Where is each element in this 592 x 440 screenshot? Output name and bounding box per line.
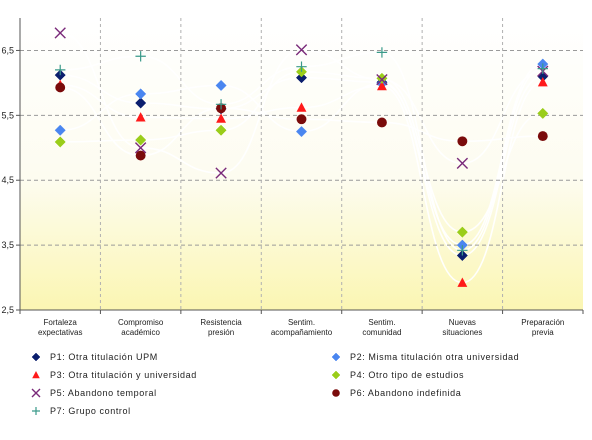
- data-point-p2-cat3: [215, 79, 227, 92]
- legend: P1: Otra titulación UPM P2: Misma titulac…: [30, 348, 590, 436]
- legend-item-p3: P3: Otra titulación y universidad: [30, 366, 197, 384]
- data-point-p3-cat5: [376, 80, 387, 91]
- data-point-p3-cat6: [457, 277, 468, 287]
- series-line-p4: [60, 71, 543, 233]
- series-line-p2: [60, 63, 543, 246]
- legend-item-p4: P4: Otro tipo de estudios: [330, 366, 464, 384]
- data-point-p5-cat1: [54, 27, 66, 39]
- data-point-p5-cat5: [376, 73, 388, 86]
- legend-label: P3: Otra titulación y universidad: [50, 370, 197, 380]
- data-point-p3-cat2: [135, 112, 146, 122]
- data-point-p3-cat4: [296, 102, 307, 112]
- legend-label: P7: Grupo control: [50, 406, 131, 416]
- data-point-p2-cat1: [54, 124, 66, 136]
- triangle-marker-icon: [30, 369, 42, 381]
- data-point-p2-cat2: [135, 88, 147, 100]
- legend-item-p1: P1: Otra titulación UPM: [30, 348, 158, 366]
- series-line-p3: [60, 81, 543, 284]
- category-label-5: Sentim. comunidad: [362, 318, 401, 337]
- scatter-chart: 2,5 3,5 4,5 5,5 6,5 Fortaleza expectativas Comp…: [1, 18, 584, 337]
- series-line-p7: [60, 51, 543, 252]
- data-point-p7-cat7: [537, 63, 548, 74]
- legend-label: P5: Abandono temporal: [50, 388, 157, 398]
- data-point-p3-cat7: [537, 77, 548, 87]
- y-tick-label: 4,5: [1, 175, 14, 185]
- circle-marker-icon: [330, 387, 342, 399]
- data-point-p7-cat4: [296, 61, 307, 72]
- legend-label: P4: Otro tipo de estudios: [350, 370, 465, 380]
- legend-label: P1: Otra titulación UPM: [50, 352, 158, 362]
- diamond-marker-icon: [330, 369, 342, 381]
- diamond-marker-icon: [330, 351, 342, 363]
- data-point-p2-cat4: [295, 126, 308, 138]
- x-marker-icon: [30, 387, 42, 399]
- data-point-p5-cat4: [295, 44, 308, 56]
- category-label-4: Sentim. acompañamiento: [271, 318, 333, 337]
- data-point-p4-cat7: [537, 107, 549, 119]
- data-point-p7-cat1: [55, 64, 66, 76]
- category-label-1: Fortaleza expectativas: [38, 318, 82, 337]
- legend-item-p6: P6: Abandono indefinida: [330, 384, 461, 402]
- data-point-p7-cat5: [376, 47, 388, 58]
- series-line-p1: [60, 74, 543, 257]
- diamond-marker-icon: [30, 351, 42, 363]
- plus-marker-icon: [30, 405, 42, 417]
- data-point-p6-cat7: [537, 131, 548, 142]
- legend-label: P6: Abandono indefinida: [350, 388, 462, 398]
- data-point-p4-cat2: [135, 134, 147, 146]
- series-p6-points: [55, 82, 548, 161]
- data-point-p4-cat1: [54, 136, 66, 148]
- legend-marker: [331, 370, 341, 380]
- legend-marker: [31, 388, 41, 398]
- legend-marker: [32, 407, 40, 415]
- data-point-p5-cat3: [215, 167, 227, 179]
- y-tick-label: 5,5: [1, 110, 14, 120]
- data-point-p1-cat2: [135, 97, 147, 109]
- data-point-p1-cat4: [295, 72, 308, 84]
- series-p7-points: [55, 47, 548, 256]
- category-label-7: Preparación previa: [521, 318, 564, 337]
- legend-marker: [32, 371, 40, 379]
- y-tick-label: 3,5: [1, 240, 14, 250]
- category-label-6: Nuevas situaciones: [442, 318, 482, 337]
- data-point-p5-cat2: [134, 142, 147, 154]
- y-tick-label: 2,5: [1, 305, 14, 315]
- legend-marker: [331, 352, 341, 362]
- legend-marker: [31, 352, 41, 362]
- data-point-p6-cat5: [376, 117, 387, 128]
- legend-marker: [332, 389, 340, 397]
- data-point-p6-cat1: [55, 82, 66, 93]
- data-point-p3-cat3: [216, 113, 227, 123]
- data-point-p6-cat6: [457, 136, 468, 147]
- category-label-3: Resistencia presión: [200, 318, 242, 337]
- legend-item-p5: P5: Abandono temporal: [30, 384, 157, 402]
- data-point-p4-cat6: [456, 226, 468, 238]
- y-tick-label: 6,5: [1, 45, 14, 55]
- data-point-p6-cat4: [296, 114, 307, 125]
- category-label-2: Compromiso académico: [118, 318, 164, 337]
- data-point-p7-cat2: [135, 51, 146, 62]
- data-point-p7-cat3: [215, 99, 227, 110]
- legend-label: P2: Misma titulación otra universidad: [350, 352, 520, 362]
- legend-item-p2: P2: Misma titulación otra universidad: [330, 348, 519, 366]
- data-point-p4-cat3: [215, 124, 227, 136]
- data-point-p7-cat6: [457, 245, 468, 256]
- legend-item-p7: P7: Grupo control: [30, 402, 131, 420]
- data-point-p5-cat6: [456, 157, 469, 170]
- data-point-p6-cat2: [135, 150, 146, 161]
